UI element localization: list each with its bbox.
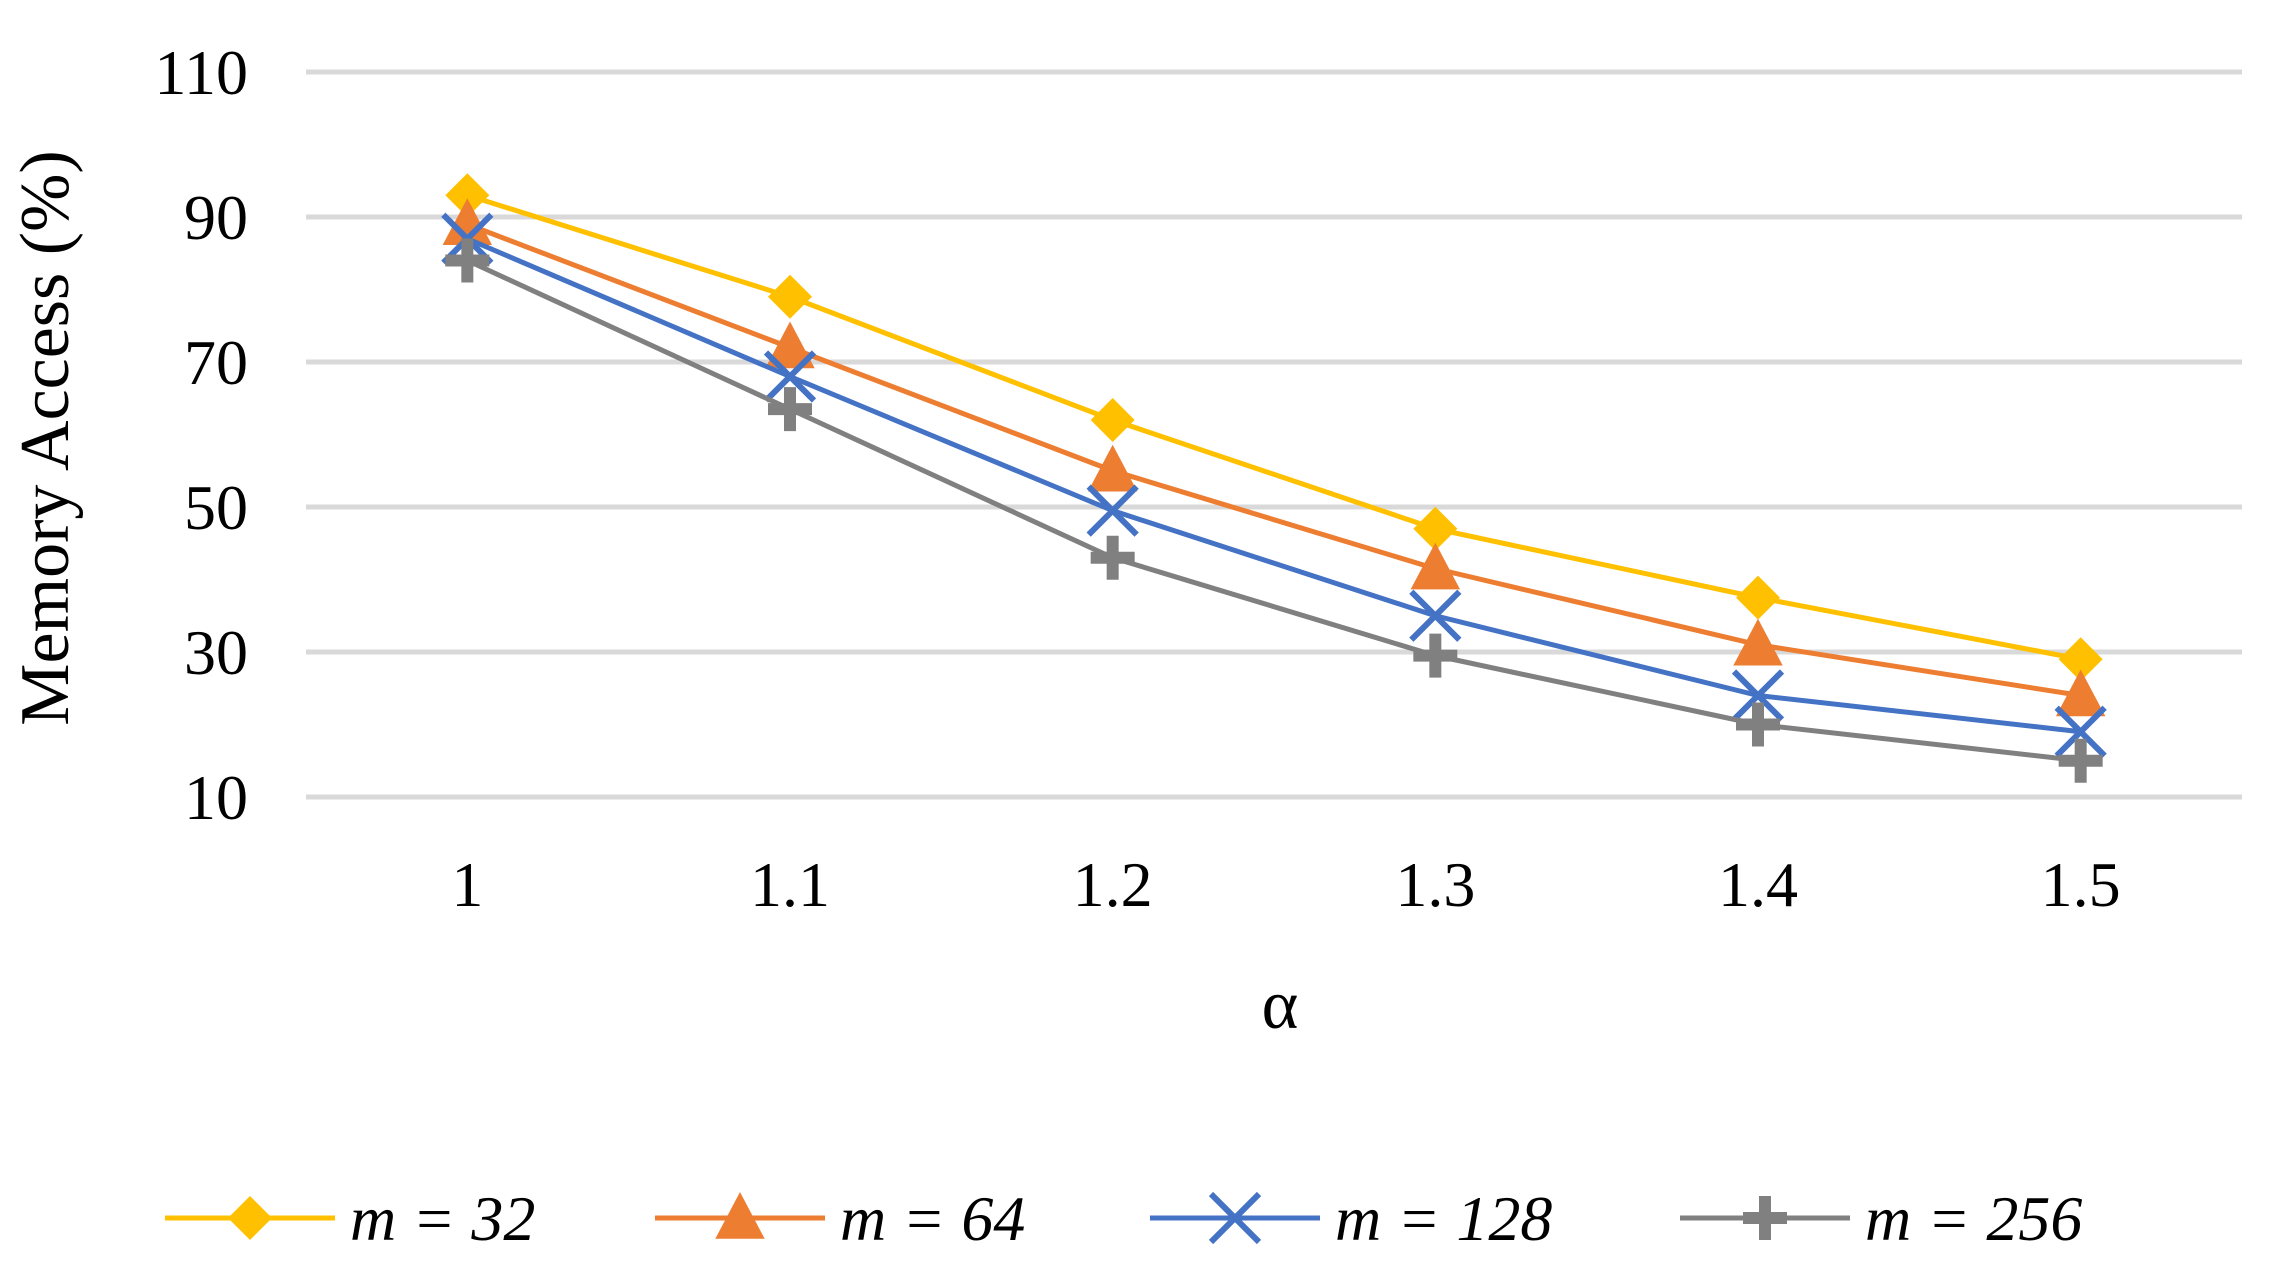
gridlines	[306, 69, 2242, 800]
data-point-diamond	[768, 274, 812, 319]
y-axis-title: Memory Access (%)	[7, 150, 84, 725]
data-point-x	[1731, 669, 1785, 722]
data-point-plus	[1090, 535, 1135, 580]
x-tick-label: 1.4	[1718, 849, 1798, 920]
series-line	[466, 221, 2082, 698]
data-point-triangle	[765, 321, 815, 369]
series-line	[466, 258, 2081, 764]
series-m-128	[441, 212, 2107, 758]
data-point-diamond	[1413, 506, 1458, 551]
legend-item: m = 128	[1150, 1183, 1552, 1254]
y-tick-labels: 10 30 50 70 90 110	[154, 37, 248, 833]
y-tick-label: 10	[184, 762, 248, 833]
x-tick-label: 1.3	[1395, 849, 1475, 920]
x-tick-label: 1.5	[2041, 849, 2121, 920]
data-point-plus	[445, 238, 490, 283]
series-m-256	[445, 238, 2103, 783]
legend-marker-plus	[1743, 1196, 1787, 1240]
legend-item: m = 64	[655, 1183, 1025, 1254]
y-tick-label: 90	[184, 182, 248, 253]
data-point-diamond	[445, 173, 490, 218]
legend-label: m = 64	[840, 1183, 1025, 1254]
data-point-x	[1086, 484, 1139, 537]
legend-label: m = 128	[1335, 1183, 1552, 1254]
data-point-triangle	[442, 198, 493, 246]
y-tick-label: 70	[184, 327, 248, 398]
series-m-64	[442, 198, 2106, 717]
series-lines	[441, 173, 2107, 783]
data-point-plus	[1736, 702, 1780, 747]
data-point-triangle	[1410, 542, 1461, 590]
series-line	[466, 236, 2081, 735]
y-tick-label: 110	[154, 37, 248, 108]
legend-item: m = 256	[1680, 1183, 2082, 1254]
legend: m = 32 m = 64 m = 128 m = 256	[165, 1183, 2082, 1254]
series-m-32	[445, 173, 2103, 682]
x-tick-label: 1.2	[1073, 849, 1153, 920]
data-point-diamond	[1736, 575, 1780, 620]
legend-label: m = 256	[1865, 1183, 2082, 1254]
x-axis-title: α	[1262, 967, 1299, 1044]
y-tick-label: 30	[184, 617, 248, 688]
x-tick-label: 1	[451, 849, 483, 920]
data-point-plus	[2058, 738, 2103, 783]
data-point-triangle	[1733, 618, 1783, 666]
legend-marker-diamond	[228, 1196, 272, 1240]
data-point-plus	[768, 387, 812, 432]
data-point-diamond	[2058, 637, 2103, 682]
data-point-triangle	[1087, 444, 1138, 492]
data-point-diamond	[1090, 398, 1135, 442]
legend-item: m = 32	[165, 1183, 535, 1254]
series-line	[466, 192, 2082, 662]
y-tick-label: 50	[184, 472, 248, 543]
data-point-plus	[1413, 633, 1458, 678]
data-point-triangle	[2055, 669, 2106, 717]
data-point-x	[2054, 705, 2107, 758]
legend-marker-x	[1208, 1191, 1262, 1245]
legend-marker-triangle	[715, 1192, 765, 1239]
data-point-x	[1409, 589, 1462, 642]
data-point-x	[763, 350, 817, 403]
legend-label: m = 32	[350, 1183, 535, 1254]
x-tick-labels: 1 1.1 1.2 1.3 1.4 1.5	[451, 849, 2120, 920]
x-tick-label: 1.1	[750, 849, 830, 920]
